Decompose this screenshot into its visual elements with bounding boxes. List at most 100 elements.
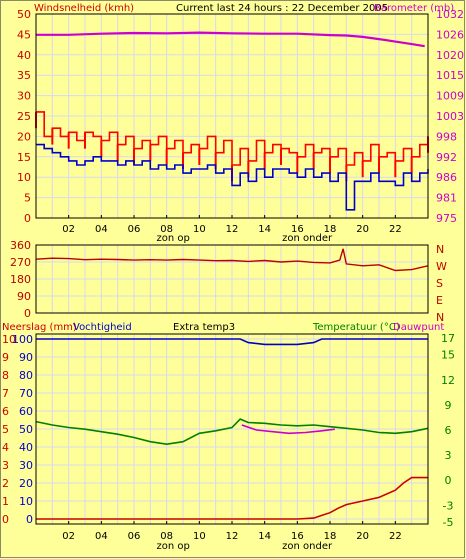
humidity-tick-label: 10 bbox=[19, 495, 33, 508]
x-tick-label: 12 bbox=[226, 224, 239, 235]
barometer-tick-label: 1032 bbox=[436, 8, 464, 21]
barometer-tick-label: 998 bbox=[436, 130, 457, 143]
rain-tick-label: 0 bbox=[2, 513, 9, 526]
legend-humidity: Vochtigheid bbox=[73, 322, 132, 333]
barometer-tick-label: 1003 bbox=[436, 110, 464, 123]
wind-speed-tick-label: 20 bbox=[17, 130, 31, 143]
humidity-tick-label: 60 bbox=[19, 405, 33, 418]
x-tick-label: 02 bbox=[62, 531, 75, 542]
barometer-tick-label: 1015 bbox=[436, 69, 464, 82]
humidity-tick-label: 80 bbox=[19, 369, 33, 382]
temperature-tick-label: 3 bbox=[445, 449, 452, 462]
rain-tick-label: 1 bbox=[2, 495, 9, 508]
humidity-tick-label: 40 bbox=[19, 441, 33, 454]
x-tick-label: 10 bbox=[193, 531, 206, 542]
wind-gust-bar bbox=[67, 132, 70, 149]
rain-tick-label: 7 bbox=[2, 387, 9, 400]
wind-gust-bar bbox=[198, 148, 201, 165]
x-tick-label: 08 bbox=[160, 224, 173, 235]
compass-label: S bbox=[436, 277, 443, 290]
temperature-tick-label: 15 bbox=[441, 349, 455, 362]
wind-gust-bar bbox=[394, 160, 397, 178]
legend-temperature: Temperatuur (°C) bbox=[312, 322, 400, 333]
x-tick-label: 16 bbox=[291, 224, 304, 235]
wind-gust-bar bbox=[312, 152, 315, 170]
wind-speed-tick-label: 50 bbox=[17, 8, 31, 21]
wind-gust-bar bbox=[51, 128, 54, 145]
wind-gust-bar bbox=[296, 156, 299, 174]
compass-label: N bbox=[436, 243, 444, 256]
rain-tick-label: 8 bbox=[2, 369, 9, 382]
x-tick-label: 22 bbox=[389, 531, 402, 542]
dewpoint-line bbox=[241, 424, 335, 435]
temperature-tick-label: 6 bbox=[445, 424, 452, 437]
chart-title: Current last 24 hours : 22 December 2005 bbox=[176, 3, 388, 14]
temperature-tick-label: -5 bbox=[443, 516, 454, 529]
x-tick-label: 20 bbox=[356, 224, 369, 235]
humidity-line bbox=[36, 338, 428, 346]
wind-speed-tick-label: 35 bbox=[17, 69, 31, 82]
barometer-tick-label: 1009 bbox=[436, 90, 464, 103]
x-tick-label: 22 bbox=[389, 224, 402, 235]
rain-tick-label: 4 bbox=[2, 441, 9, 454]
x-tick-label: 14 bbox=[258, 224, 271, 235]
wind-speed-tick-label: 25 bbox=[17, 110, 31, 123]
rain-line bbox=[36, 476, 428, 520]
barometer-tick-label: 1026 bbox=[436, 28, 464, 41]
x-tick-label: 10 bbox=[193, 224, 206, 235]
temperature-tick-label: 0 bbox=[445, 474, 452, 487]
humidity-tick-label: 90 bbox=[19, 351, 33, 364]
humidity-tick-label: 50 bbox=[19, 423, 33, 436]
wind-speed-tick-label: 0 bbox=[24, 212, 31, 225]
humidity-tick-label: 100 bbox=[12, 333, 33, 346]
direction-tick-label: 360 bbox=[10, 239, 31, 252]
direction-tick-label: 180 bbox=[10, 273, 31, 286]
barometer-tick-label: 975 bbox=[436, 212, 457, 225]
sun-annotation: zon onder bbox=[282, 541, 333, 552]
x-tick-label: 08 bbox=[160, 531, 173, 542]
wind-speed-axis-title: Windsnelheid (kmh) bbox=[34, 3, 134, 14]
humidity-tick-label: 0 bbox=[26, 513, 33, 526]
wind-gust-bar bbox=[165, 148, 168, 165]
compass-label: W bbox=[436, 260, 447, 273]
wind-direction-frame bbox=[35, 244, 429, 314]
legend-dewpoint: Dauwpunt bbox=[393, 322, 444, 333]
wind-gust-bar bbox=[280, 148, 282, 165]
legend-rain: Neerslag (mm) bbox=[2, 322, 77, 333]
sun-annotation: zon op bbox=[157, 233, 190, 244]
wind-speed-line bbox=[36, 143, 429, 211]
wind-speed-tick-label: 10 bbox=[17, 171, 31, 184]
wind-gust-bar bbox=[329, 156, 331, 174]
humidity-tick-label: 70 bbox=[19, 387, 33, 400]
wind-gust-bar bbox=[410, 156, 413, 174]
humidity-tick-label: 30 bbox=[19, 459, 33, 472]
direction-tick-label: 270 bbox=[10, 256, 31, 269]
temperature-tick-label: 12 bbox=[441, 374, 455, 387]
wind-gust-bar bbox=[378, 156, 380, 174]
wind-gust-bar bbox=[116, 144, 119, 161]
barometer-tick-label: 981 bbox=[436, 192, 457, 205]
x-tick-label: 02 bbox=[62, 224, 75, 235]
compass-label: E bbox=[436, 294, 443, 307]
compass-label: N bbox=[436, 311, 444, 324]
wind-direction-line bbox=[35, 248, 429, 272]
wind-gust-bar bbox=[247, 160, 250, 178]
wind-pressure-chart: Windsnelheid (kmh) Current last 24 hours… bbox=[17, 3, 464, 244]
wind-gust-bar bbox=[100, 140, 103, 157]
temperature-tick-label: 9 bbox=[445, 399, 452, 412]
humidity-tick-label: 20 bbox=[19, 477, 33, 490]
temperature-tick-label: -3 bbox=[443, 499, 454, 512]
sun-annotation: zon op bbox=[157, 541, 190, 552]
wind-gust-bar bbox=[84, 132, 86, 149]
wind-speed-tick-label: 40 bbox=[17, 49, 31, 62]
x-tick-label: 04 bbox=[95, 224, 108, 235]
wind-gust-bar bbox=[263, 152, 266, 170]
x-tick-label: 20 bbox=[356, 531, 369, 542]
x-tick-label: 06 bbox=[128, 531, 141, 542]
x-tick-label: 16 bbox=[291, 531, 304, 542]
x-tick-label: 04 bbox=[95, 531, 108, 542]
pressure-line bbox=[36, 31, 425, 48]
rain-tick-label: 9 bbox=[2, 351, 9, 364]
